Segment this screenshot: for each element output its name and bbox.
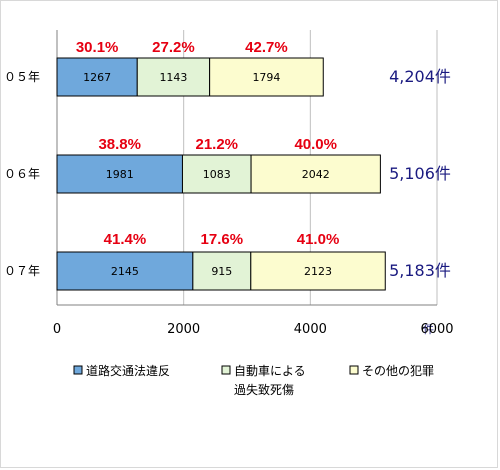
percent-label: 42.7% [245,39,288,56]
bar-value-label: 2042 [302,168,330,181]
category-label: ０５年 [4,70,40,84]
percent-label: 17.6% [201,231,244,248]
total-label: 4,204件 [389,67,451,86]
bar-segment [136,57,211,97]
bar-value-label: 1143 [159,71,187,84]
bar-value-label: 1981 [106,168,134,181]
x-axis-unit-label: 件 [423,323,434,336]
category-label: ０６年 [4,167,40,181]
percent-label: 41.0% [297,231,340,248]
bar-segment [56,251,194,291]
legend-swatch [349,365,359,375]
percent-label: 40.0% [294,136,337,153]
percent-label: 38.8% [98,136,141,153]
bar-segment [181,154,252,194]
bar-value-label: 915 [211,265,232,278]
bar-value-label: 1267 [83,71,111,84]
bar-value-label: 2145 [111,265,139,278]
percent-label: 27.2% [152,39,195,56]
bar-value-label: 2123 [304,265,332,278]
x-tick-label: 6000 [420,322,453,337]
x-tick-label: 0 [53,322,61,337]
legend-label: 自動車による [234,364,306,378]
bar-segment [209,57,324,97]
total-label: 5,183件 [389,261,451,280]
percent-label: 21.2% [195,136,238,153]
percent-label: 30.1% [76,39,119,56]
bar-value-label: 1794 [252,71,280,84]
bar-segment [250,251,386,291]
legend-swatch [73,365,83,375]
legend-swatch [221,365,231,375]
bar-segment [192,251,252,291]
legend-label: 道路交通法違反 [86,363,170,378]
percent-label: 41.4% [104,231,147,248]
category-label: ０７年 [4,264,40,278]
x-tick-label: 2000 [167,322,200,337]
bar-value-label: 1083 [203,168,231,181]
total-label: 5,106件 [389,164,451,183]
bar-segment [250,154,381,194]
legend-label: その他の犯罪 [362,364,434,378]
x-tick-label: 4000 [294,322,327,337]
legend-label: 過失致死傷 [234,382,294,397]
